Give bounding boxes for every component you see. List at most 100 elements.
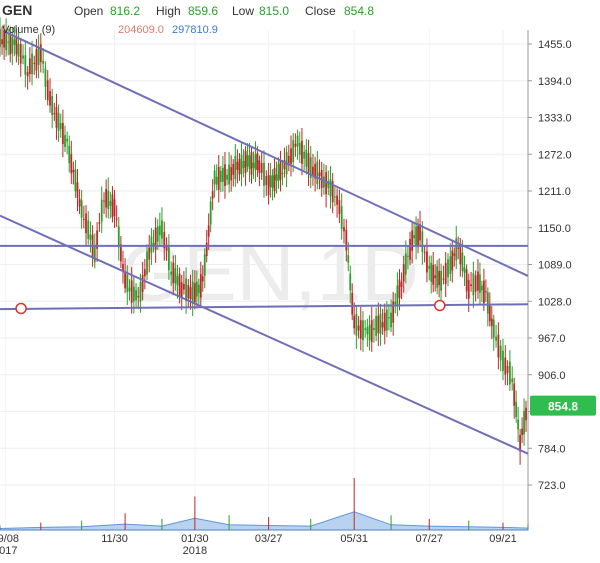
candle-body (390, 312, 392, 328)
candle-body (137, 296, 140, 298)
volume-label: Volume (9) (2, 24, 56, 36)
candle-body (80, 200, 83, 218)
upper-channel-trendline (4, 31, 529, 277)
candle-body (76, 182, 79, 198)
candle-body (465, 269, 468, 292)
candle-body (260, 163, 263, 173)
candle-body (461, 252, 464, 272)
candle-body (436, 266, 439, 288)
x-tick-label: 03/27 (255, 533, 283, 545)
candle-body (474, 275, 477, 292)
candle-body (195, 281, 198, 297)
candle-body (215, 176, 218, 185)
candle-body (254, 154, 257, 170)
candle-body (68, 145, 71, 164)
candle-body (413, 235, 416, 239)
candle-body (19, 43, 22, 64)
candle-body (506, 366, 509, 374)
candle-body (113, 199, 116, 217)
candle-body (490, 318, 493, 327)
candle-body (327, 180, 330, 189)
candle-body (78, 198, 81, 207)
candle-body (26, 72, 29, 77)
candle-body (37, 47, 40, 66)
candle-body (132, 286, 135, 302)
candle-body (271, 175, 274, 188)
candle-body (238, 158, 241, 175)
y-tick-label: 1150.0 (538, 223, 571, 235)
candle-body (252, 162, 255, 168)
candle-body (368, 324, 371, 341)
candle-body (13, 39, 16, 45)
candle-body (318, 172, 321, 177)
ohlc-header: GEN Open 816.2 High 859.6 Low 815.0 Clos… (0, 0, 600, 22)
candle-body (492, 319, 495, 338)
candle-body (35, 49, 38, 71)
candle-body (263, 162, 265, 186)
candle-body (87, 220, 90, 239)
candle-body (165, 244, 168, 251)
candle-body (495, 336, 497, 341)
candle-body (232, 163, 235, 175)
candle-body (158, 225, 161, 236)
candle-body (191, 281, 194, 304)
candle-body (64, 135, 66, 147)
candle-body (523, 411, 525, 435)
candle-body (178, 273, 181, 297)
candle-body (438, 270, 441, 286)
candle-body (336, 195, 338, 205)
candle-body (447, 259, 449, 278)
x-tick-label: 09/08 (0, 533, 19, 545)
y-tick-label: 1211.0 (538, 186, 571, 198)
volume-area (0, 511, 529, 531)
candle-body (109, 201, 112, 206)
candle-body (340, 206, 343, 230)
candle-body (154, 227, 157, 250)
candle-body (11, 37, 14, 54)
candle-body (28, 58, 31, 75)
open-label: Open (74, 4, 104, 18)
candle-body (357, 325, 360, 331)
candle-body (515, 401, 518, 418)
candle-body (163, 231, 166, 249)
candle-body (146, 251, 148, 275)
candle-body (24, 55, 27, 75)
candle-body (377, 315, 380, 334)
candle-body (451, 250, 454, 271)
candle-body (407, 255, 409, 257)
candle-body (381, 322, 384, 328)
y-tick-label: 1028.0 (538, 296, 572, 308)
x-tick-label: 05/31 (340, 533, 368, 545)
candle-body (240, 154, 243, 175)
candle-body (33, 62, 36, 64)
candle-body (428, 265, 431, 270)
candle-body (111, 194, 114, 218)
x-tick-sublabel: 2017 (0, 545, 18, 557)
y-tick-label: 1455.0 (538, 39, 572, 51)
y-tick-label: 1272.0 (538, 149, 572, 161)
candle-body (224, 164, 226, 187)
candle-body (396, 285, 399, 306)
candle-body (283, 160, 286, 170)
candle-body (479, 274, 481, 293)
candle-body (504, 357, 507, 375)
candle-body (338, 200, 341, 214)
candle-body (394, 301, 397, 305)
candle-body (244, 151, 247, 173)
candle-body (402, 264, 405, 282)
candle-body (423, 252, 426, 254)
candle-body (275, 174, 278, 181)
candle-body (150, 236, 153, 253)
candle-body (411, 230, 414, 251)
candle-body (1, 39, 3, 45)
candle-body (248, 155, 251, 169)
candle-body (66, 138, 69, 142)
y-tick-label: 906.0 (538, 370, 566, 382)
candle-body (323, 176, 325, 188)
candle-body (258, 160, 261, 173)
candle-body (303, 151, 306, 159)
volume-value-2: 297810.9 (172, 24, 218, 36)
candle-body (379, 313, 382, 334)
candle-body (53, 113, 56, 115)
candle-body (234, 155, 237, 180)
